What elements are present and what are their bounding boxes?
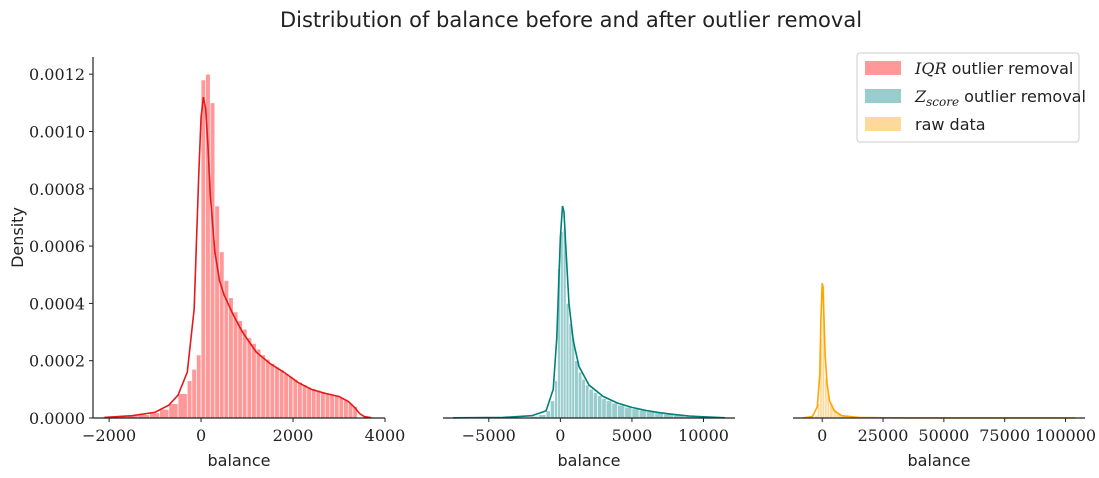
x-tick-label: 2000 bbox=[273, 426, 314, 445]
legend-label-iqr: IQR outlier removal bbox=[914, 59, 1073, 78]
hist-bar bbox=[292, 379, 298, 419]
hist-bar bbox=[288, 376, 294, 419]
x-axis-label: balance bbox=[208, 451, 271, 470]
x-tick-label: 50000 bbox=[918, 426, 969, 445]
panel-iqr: −2000 0 2000 4000 0.0000 0.0002 0.0004 0.0006 0.… bbox=[8, 57, 405, 470]
hist-bar bbox=[554, 380, 558, 419]
x-tick-label: 100000 bbox=[1035, 426, 1096, 445]
hist-bar bbox=[283, 373, 289, 419]
hist-bar bbox=[545, 410, 551, 419]
x-tick-label: 10000 bbox=[678, 426, 729, 445]
legend: IQR outlier removal Zscore outlier remov… bbox=[856, 52, 1086, 143]
x-tick-label: 0 bbox=[817, 426, 827, 445]
hist-bar bbox=[246, 337, 252, 419]
y-tick-label: 0.0006 bbox=[29, 237, 85, 256]
hist-bar bbox=[588, 389, 594, 419]
legend-swatch-iqr bbox=[865, 61, 901, 75]
hist-bar bbox=[577, 371, 583, 419]
panel-raw: 0 25000 50000 75000 100000 balance bbox=[793, 283, 1096, 470]
hist-bar bbox=[200, 79, 206, 419]
hist-bar bbox=[605, 400, 613, 419]
kde-line bbox=[802, 283, 1076, 419]
legend-swatch-raw bbox=[865, 117, 901, 131]
hist-bar bbox=[159, 409, 170, 419]
hist-bar bbox=[311, 388, 317, 419]
hist-bar bbox=[329, 394, 335, 419]
x-tick-label: 0 bbox=[196, 426, 206, 445]
hist-bar bbox=[255, 348, 262, 419]
hist-bar bbox=[196, 354, 202, 419]
hist-bar bbox=[320, 391, 326, 419]
x-tick-label: 5000 bbox=[612, 426, 653, 445]
hist-bar bbox=[251, 343, 257, 419]
hist-bar bbox=[297, 381, 303, 419]
x-tick-label: 4000 bbox=[365, 426, 406, 445]
hist-bar bbox=[186, 380, 193, 419]
y-tick-label: 0.0008 bbox=[29, 180, 85, 199]
hist-bar bbox=[550, 400, 555, 419]
hist-bar bbox=[624, 406, 633, 419]
hist-bar bbox=[260, 354, 266, 419]
hist-bar bbox=[334, 395, 340, 419]
x-tick-label: −2000 bbox=[82, 426, 136, 445]
y-tick-label: 0.0000 bbox=[29, 409, 85, 428]
hist-bar bbox=[631, 408, 640, 419]
kde-line bbox=[453, 205, 726, 419]
panel-zscore: −5000 0 5000 10000 balance bbox=[443, 205, 735, 470]
hist-bar bbox=[242, 328, 248, 419]
hist-bar bbox=[315, 389, 321, 419]
hist-bar bbox=[592, 392, 598, 419]
y-tick-label: 0.0002 bbox=[29, 352, 85, 371]
hist-bar bbox=[585, 384, 590, 419]
legend-frame bbox=[856, 52, 1080, 143]
hist-bar bbox=[645, 411, 656, 419]
legend-label-raw: raw data bbox=[915, 115, 986, 134]
hist-bar bbox=[301, 384, 308, 419]
hist-bar bbox=[274, 366, 280, 419]
hist-bar bbox=[191, 368, 197, 419]
hist-bar bbox=[638, 409, 647, 419]
hist-bar bbox=[278, 369, 285, 419]
hist-bar bbox=[265, 358, 271, 419]
hist-bar bbox=[214, 205, 220, 419]
hist-bar bbox=[581, 379, 586, 419]
hist-bar bbox=[597, 395, 603, 419]
hist-bar bbox=[324, 392, 331, 419]
hist-bar bbox=[237, 320, 243, 419]
hist-bar bbox=[168, 403, 179, 419]
hist-bar bbox=[232, 311, 239, 419]
hist-bar bbox=[617, 404, 626, 419]
hist-bar bbox=[560, 231, 564, 419]
y-tick-label: 0.0012 bbox=[29, 65, 85, 84]
hist-bar bbox=[574, 360, 579, 419]
hist-bar bbox=[269, 363, 275, 419]
hist-bar bbox=[209, 102, 216, 419]
figure-title: Distribution of balance before and after… bbox=[280, 8, 862, 32]
y-tick-label: 0.0004 bbox=[29, 294, 85, 313]
hist-bar bbox=[343, 399, 349, 419]
hist-bar bbox=[568, 323, 573, 419]
hist-bar bbox=[565, 303, 570, 419]
x-axis-label: balance bbox=[558, 451, 621, 470]
legend-label-zscore: Zscore outlier removal bbox=[914, 87, 1086, 109]
hist-bar bbox=[571, 337, 575, 419]
hist-bar bbox=[611, 402, 618, 419]
hist-bar bbox=[228, 297, 234, 419]
hist-bar bbox=[338, 397, 344, 419]
x-tick-label: −5000 bbox=[462, 426, 516, 445]
y-axis-label: Density bbox=[8, 207, 27, 268]
kde-line bbox=[104, 96, 372, 419]
x-axis-label: balance bbox=[908, 451, 971, 470]
hist-bar bbox=[601, 398, 607, 419]
x-tick-label: 75000 bbox=[979, 426, 1030, 445]
x-tick-label: 25000 bbox=[858, 426, 909, 445]
hist-bar bbox=[219, 251, 225, 419]
legend-swatch-zscore bbox=[865, 89, 901, 103]
y-tick-label: 0.0010 bbox=[29, 122, 85, 141]
x-tick-label: 0 bbox=[555, 426, 565, 445]
hist-bar bbox=[306, 386, 312, 419]
hist-bar bbox=[177, 393, 188, 419]
